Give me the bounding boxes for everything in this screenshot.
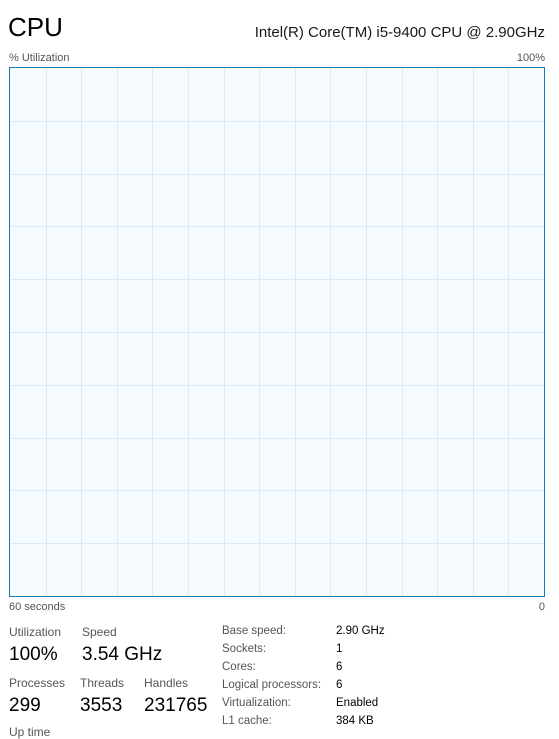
processes-value: 299	[9, 695, 41, 716]
detail-value-l1-cache: 384 KB	[336, 715, 374, 727]
cpu-utilization-graph[interactable]	[9, 67, 545, 597]
detail-value-logical-processors: 6	[336, 679, 343, 691]
detail-key-sockets: Sockets:	[222, 643, 267, 655]
page-title: CPU	[8, 12, 63, 42]
graph-y-max-label: 100%	[516, 52, 545, 64]
utilization-value: 100%	[9, 644, 58, 665]
graph-x-left-label: 60 seconds	[9, 601, 66, 613]
speed-value: 3.54 GHz	[82, 644, 163, 665]
detail-key-base-speed: Base speed:	[222, 625, 286, 637]
graph-y-label: % Utilization	[9, 52, 70, 64]
handles-label: Handles	[144, 676, 189, 690]
processes-label: Processes	[9, 676, 66, 690]
handles-value: 231765	[144, 695, 208, 716]
speed-label: Speed	[82, 625, 117, 639]
uptime-label: Up time	[9, 725, 51, 739]
detail-value-sockets: 1	[336, 643, 343, 655]
cpu-model-name: Intel(R) Core(TM) i5-9400 CPU @ 2.90GHz	[254, 24, 545, 41]
detail-key-virtualization: Virtualization:	[222, 697, 291, 709]
detail-value-cores: 6	[336, 661, 343, 673]
detail-value-base-speed: 2.90 GHz	[336, 625, 385, 637]
detail-value-virtualization: Enabled	[336, 697, 379, 709]
graph-x-right-label: 0	[538, 601, 545, 613]
graph-grid	[10, 68, 544, 596]
detail-key-l1-cache: L1 cache:	[222, 715, 272, 727]
utilization-label: Utilization	[9, 625, 62, 639]
detail-key-cores: Cores:	[222, 661, 256, 673]
threads-label: Threads	[80, 676, 125, 690]
detail-key-logical-processors: Logical processors:	[222, 679, 322, 691]
threads-value: 3553	[80, 695, 123, 716]
